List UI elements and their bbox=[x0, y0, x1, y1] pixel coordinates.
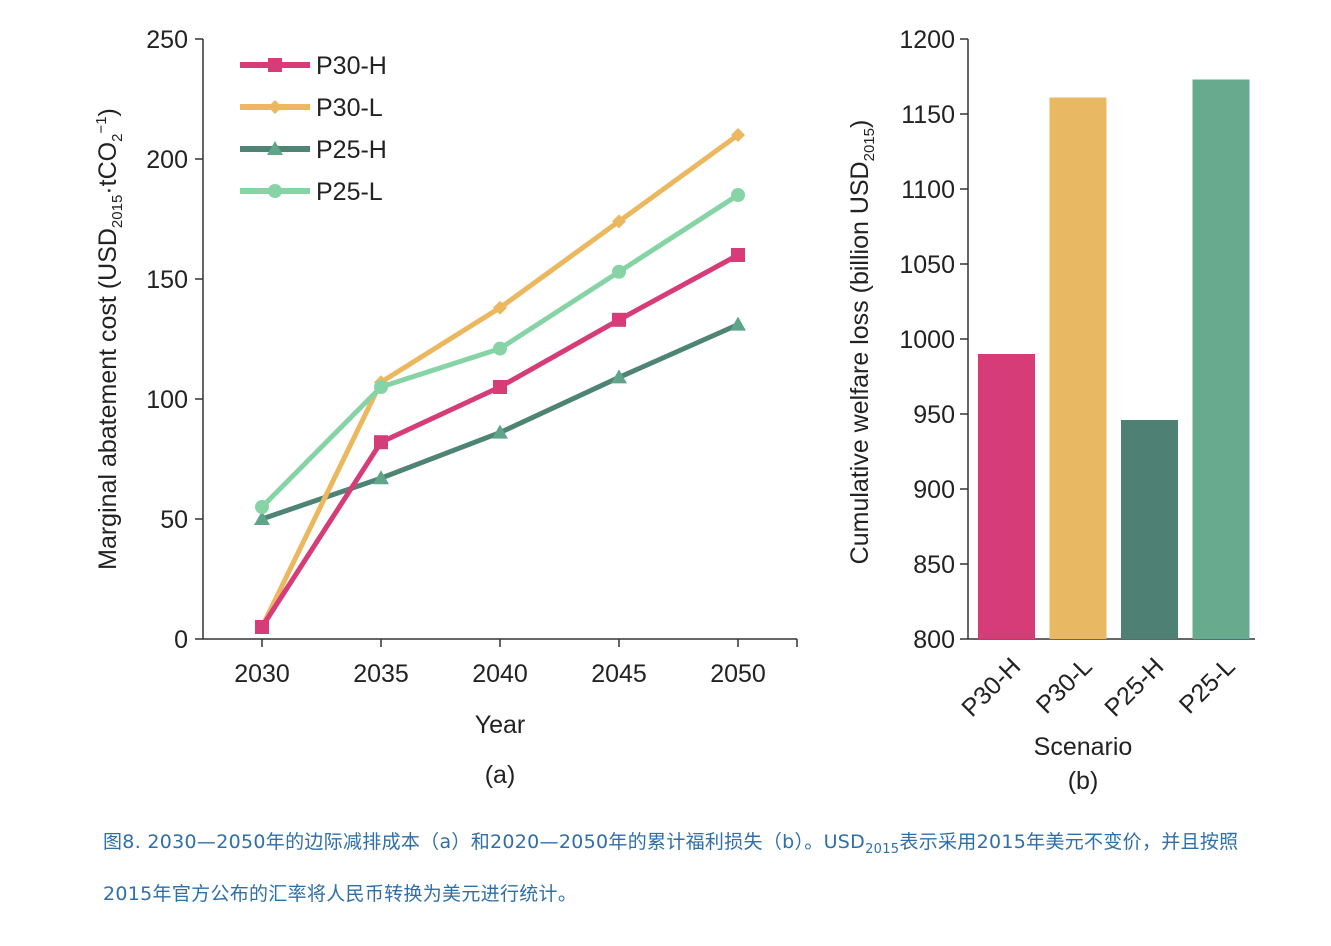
y-tick-label-b: 1150 bbox=[901, 101, 955, 129]
panel-label-a: (a) bbox=[485, 761, 516, 789]
y-tick-label-a: 0 bbox=[174, 626, 188, 654]
figure: 0 50 100 150 200 250 2030 2035 2040 2045 2050 Year (… bbox=[93, 26, 1255, 795]
x-tick-label-b: P25-H bbox=[1099, 652, 1169, 722]
legend-marker bbox=[268, 184, 282, 198]
data-point bbox=[612, 214, 626, 229]
series-p25-h bbox=[254, 316, 746, 525]
series-p25-l bbox=[255, 188, 745, 514]
bar-p25-l bbox=[1192, 79, 1250, 639]
data-point bbox=[611, 369, 627, 384]
y-tick-label-b: 1000 bbox=[899, 326, 955, 354]
y-tick-label-a: 150 bbox=[146, 266, 188, 294]
x-tick-label-a: 2040 bbox=[472, 660, 528, 688]
y-tick-label-a: 250 bbox=[146, 26, 188, 54]
data-point bbox=[255, 500, 269, 514]
data-point bbox=[731, 188, 745, 202]
data-point bbox=[731, 128, 745, 142]
y-tick-label-b: 850 bbox=[913, 551, 955, 579]
legend-item-p30-l: P30-L bbox=[240, 94, 383, 122]
y-axis-title-a: Marginal abatement cost (USD2015·tCO2−1) bbox=[93, 108, 126, 570]
bar-p30-l bbox=[1049, 97, 1107, 639]
data-point bbox=[374, 380, 388, 394]
series-p30-h bbox=[255, 248, 745, 634]
legend-marker bbox=[268, 100, 282, 114]
data-point bbox=[493, 380, 507, 394]
data-point bbox=[612, 264, 626, 279]
y-tick-label-a: 50 bbox=[160, 506, 188, 534]
legend-item-p25-l: P25-L bbox=[240, 178, 383, 206]
legend-label: P30-L bbox=[316, 94, 383, 122]
x-axis-title-a: Year bbox=[475, 711, 526, 739]
legend-label: P25-L bbox=[316, 178, 383, 206]
caption-text-2: 表示采用2015年美元不变价，并且按照2015年官方公布的汇率将人民币转换为美元… bbox=[103, 831, 1239, 905]
data-point bbox=[254, 511, 270, 525]
y-tick-label-a: 200 bbox=[146, 146, 188, 174]
legend-marker bbox=[268, 58, 282, 72]
x-tick-label-a: 2050 bbox=[710, 660, 766, 688]
x-tick-label-b: P30-L bbox=[1031, 652, 1098, 719]
y-tick-label-b: 900 bbox=[913, 476, 955, 504]
y-tick-label-b: 1100 bbox=[901, 176, 955, 204]
y-axis-title-b: Cumulative welfare loss (billion USD2015… bbox=[846, 120, 878, 565]
legend-label: P30-H bbox=[316, 52, 387, 80]
data-point bbox=[492, 424, 508, 439]
panel-label-b: (b) bbox=[1068, 767, 1099, 795]
x-tick-label-a: 2030 bbox=[234, 660, 290, 688]
y-tick-label-b: 1200 bbox=[899, 26, 955, 54]
y-tick-label-a: 100 bbox=[146, 386, 188, 414]
data-point bbox=[730, 316, 746, 331]
data-point bbox=[731, 248, 745, 262]
data-point bbox=[373, 470, 389, 485]
bar-p30-h bbox=[978, 354, 1035, 639]
x-tick-label-a: 2045 bbox=[591, 660, 647, 688]
legend-marker bbox=[267, 141, 283, 155]
figure-caption: 图8. 2030—2050年的边际减排成本（a）和2020—2050年的累计福利… bbox=[103, 820, 1263, 916]
x-tick-label-b: P30-H bbox=[956, 652, 1026, 722]
caption-subscript: 2015 bbox=[865, 841, 900, 857]
caption-text-1: 图8. 2030—2050年的边际减排成本（a）和2020—2050年的累计福利… bbox=[103, 831, 866, 853]
y-tick-label-b: 800 bbox=[913, 626, 955, 654]
data-point bbox=[493, 341, 507, 356]
data-point bbox=[374, 435, 388, 450]
x-tick-label-b: P25-L bbox=[1174, 652, 1241, 719]
bar-p25-h bbox=[1121, 420, 1178, 639]
y-tick-label-b: 950 bbox=[913, 401, 955, 429]
legend-label: P25-H bbox=[316, 136, 387, 164]
data-point bbox=[493, 300, 507, 315]
data-point bbox=[612, 312, 626, 327]
legend-item-p30-h: P30-H bbox=[240, 52, 387, 80]
y-tick-label-b: 1050 bbox=[899, 251, 955, 279]
data-point bbox=[255, 620, 269, 634]
legend-item-p25-h: P25-H bbox=[240, 136, 387, 164]
x-axis-title-b: Scenario bbox=[1034, 733, 1133, 761]
x-tick-label-a: 2035 bbox=[353, 660, 409, 688]
